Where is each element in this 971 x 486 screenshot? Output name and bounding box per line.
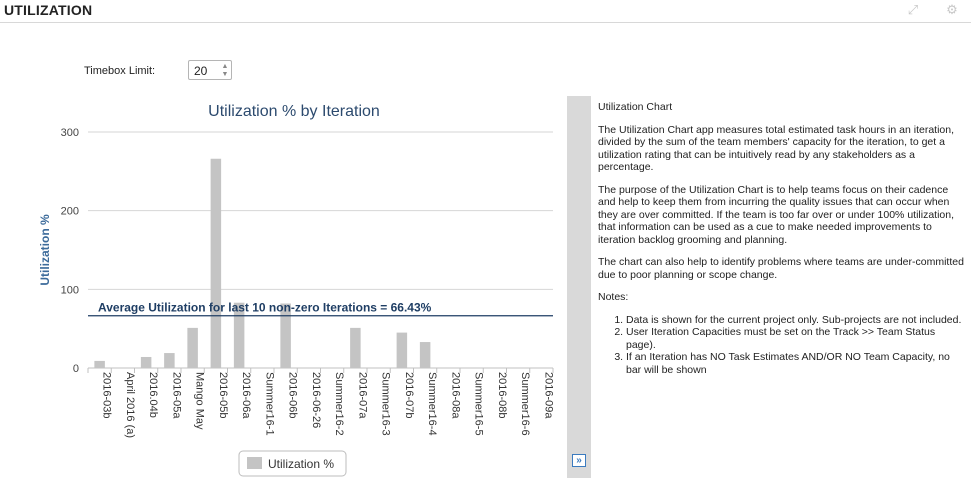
help-title: Utilization Chart xyxy=(598,101,673,113)
spin-down-icon[interactable]: ▼ xyxy=(221,71,229,78)
y-tick-label: 0 xyxy=(73,363,79,375)
x-tick-label: Summer16-3 xyxy=(380,372,392,436)
timebox-limit-value: 20 xyxy=(194,64,208,78)
timebox-limit-label: Timebox Limit: xyxy=(84,65,156,77)
help-panel-splitter[interactable] xyxy=(567,96,591,478)
bar xyxy=(164,353,175,368)
help-panel: Utilization Chart The Utilization Chart … xyxy=(598,101,964,376)
x-tick-label: 2016-05a xyxy=(170,372,182,419)
x-tick-label: 2016-07b xyxy=(403,372,415,419)
x-tick-label: Summer16-4 xyxy=(426,372,438,436)
average-line-label: Average Utilization for last 10 non-zero… xyxy=(98,301,432,315)
bar xyxy=(140,356,152,368)
bar xyxy=(210,158,222,368)
x-tick-label: Summer16-2 xyxy=(333,372,345,436)
help-paragraph: The purpose of the Utilization Chart is … xyxy=(598,183,955,246)
bar xyxy=(187,327,198,368)
legend-swatch xyxy=(247,457,262,469)
bar xyxy=(94,360,105,368)
double-chevron-right-icon[interactable]: » xyxy=(572,454,586,467)
expand-icon[interactable]: ⤢ xyxy=(907,2,919,17)
utilization-chart: Utilization % by Iteration Utilization % 0… xyxy=(38,103,554,477)
bar xyxy=(396,332,408,368)
note-item: If an Iteration has NO Task Estimates AN… xyxy=(626,351,964,376)
chart-title: Utilization % by Iteration xyxy=(208,103,380,120)
x-tick-label: 2016-05b xyxy=(217,372,229,419)
x-tick-label: April 2016 (a) xyxy=(124,372,136,438)
y-tick-label: 200 xyxy=(61,206,79,218)
x-tick-label: 2016-07a xyxy=(356,372,368,419)
bar xyxy=(233,302,245,368)
bar xyxy=(280,303,291,368)
legend-label: Utilization % xyxy=(268,457,334,471)
x-tick-label: 2016-08a xyxy=(449,372,461,419)
legend xyxy=(238,450,347,477)
x-tick-label: 2016-06b xyxy=(287,372,299,419)
app-header: UTILIZATION ⤢ ⚙ xyxy=(0,0,971,23)
x-tick-label: 2016-08b xyxy=(496,372,508,419)
bar xyxy=(419,342,431,368)
notes-list: Data is shown for the current project on… xyxy=(612,314,964,377)
x-tick-label: 2016-09a xyxy=(542,372,554,419)
y-tick-label: 300 xyxy=(61,127,79,139)
x-tick-label: Summer16-6 xyxy=(519,372,531,436)
x-tick-label: 2016-03b xyxy=(101,372,113,419)
y-tick-label: 100 xyxy=(61,284,79,296)
note-item: User Iteration Capacities must be set on… xyxy=(626,326,964,351)
help-paragraph: The Utilization Chart app measures total… xyxy=(598,123,955,174)
x-tick-label: 2016-06a xyxy=(240,372,252,419)
timebox-limit-input[interactable]: 20 ▲ ▼ xyxy=(188,60,232,80)
notes-label: Notes: xyxy=(598,291,629,303)
bar xyxy=(350,327,361,368)
x-tick-label: 2016-06-26 xyxy=(310,372,322,428)
y-axis-label: Utilization % xyxy=(38,214,52,286)
gear-icon[interactable]: ⚙ xyxy=(946,2,958,17)
x-tick-label: Summer16-1 xyxy=(263,372,275,436)
x-tick-label: 2016.04b xyxy=(147,372,159,418)
app-title: UTILIZATION xyxy=(4,2,93,18)
note-item: Data is shown for the current project on… xyxy=(626,314,964,327)
spin-up-icon[interactable]: ▲ xyxy=(221,63,229,70)
x-tick-label: Summer16-5 xyxy=(473,372,485,436)
x-tick-label: Mango May xyxy=(194,372,206,430)
help-paragraph: The chart can also help to identify prob… xyxy=(598,256,964,281)
